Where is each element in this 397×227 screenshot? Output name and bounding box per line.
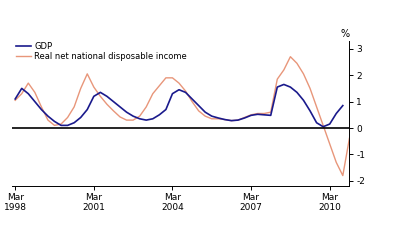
Legend: GDP, Real net national disposable income: GDP, Real net national disposable income — [16, 42, 187, 61]
Text: %: % — [340, 30, 349, 39]
